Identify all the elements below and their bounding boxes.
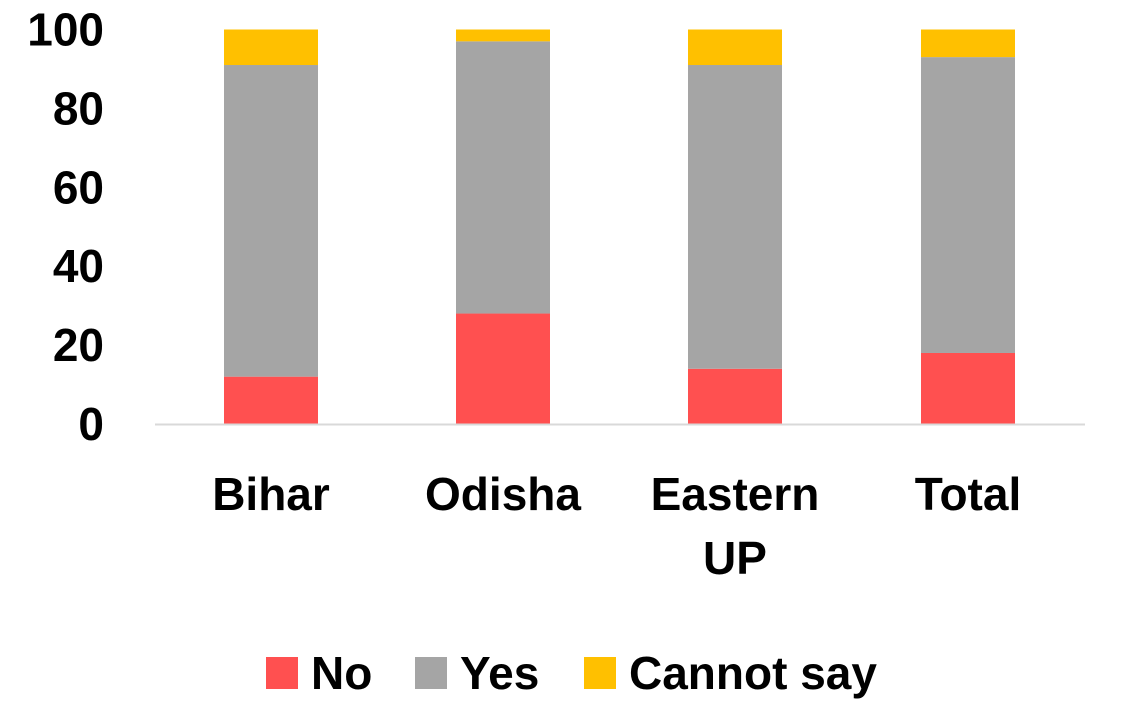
legend-item-no: No (266, 647, 372, 699)
legend-swatch (266, 657, 298, 689)
legend-label: Cannot say (629, 647, 877, 699)
bar-odisha-cannot-say (456, 29, 550, 42)
x-tick-labels: Bihar Odisha Eastern UP Total (212, 468, 1021, 584)
y-tick-labels: 0 20 40 60 80 100 (27, 4, 104, 451)
y-tick-label: 60 (53, 161, 104, 213)
legend-label: Yes (460, 647, 539, 699)
legend-item-yes: Yes (415, 647, 539, 699)
y-tick-label: 100 (27, 4, 104, 56)
y-tick-label: 40 (53, 240, 104, 292)
legend-item-cannot-say: Cannot say (584, 647, 877, 699)
x-tick-label: Eastern UP (651, 468, 820, 584)
x-tick-label: Total (915, 468, 1021, 520)
bar-total-no (921, 352, 1015, 424)
bar-eastern-up-no (688, 368, 782, 424)
bar-bihar-cannot-say (224, 29, 318, 66)
legend-swatch (584, 657, 616, 689)
y-tick-label: 20 (53, 319, 104, 371)
bar-eastern-up-yes (688, 65, 782, 369)
bar-bihar-no (224, 376, 318, 424)
y-tick-label: 80 (53, 82, 104, 134)
x-tick-label: Odisha (425, 468, 581, 520)
bars-group (224, 29, 1015, 424)
y-tick-label: 0 (78, 398, 104, 450)
legend-swatch (415, 657, 447, 689)
bar-bihar-yes (224, 65, 318, 377)
legend-label: No (311, 647, 372, 699)
bar-odisha-no (456, 313, 550, 424)
bar-total-yes (921, 57, 1015, 353)
bar-eastern-up-cannot-say (688, 29, 782, 66)
legend: No Yes Cannot say (266, 647, 877, 699)
bar-total-cannot-say (921, 29, 1015, 58)
x-tick-label: Bihar (212, 468, 330, 520)
bar-odisha-yes (456, 41, 550, 314)
